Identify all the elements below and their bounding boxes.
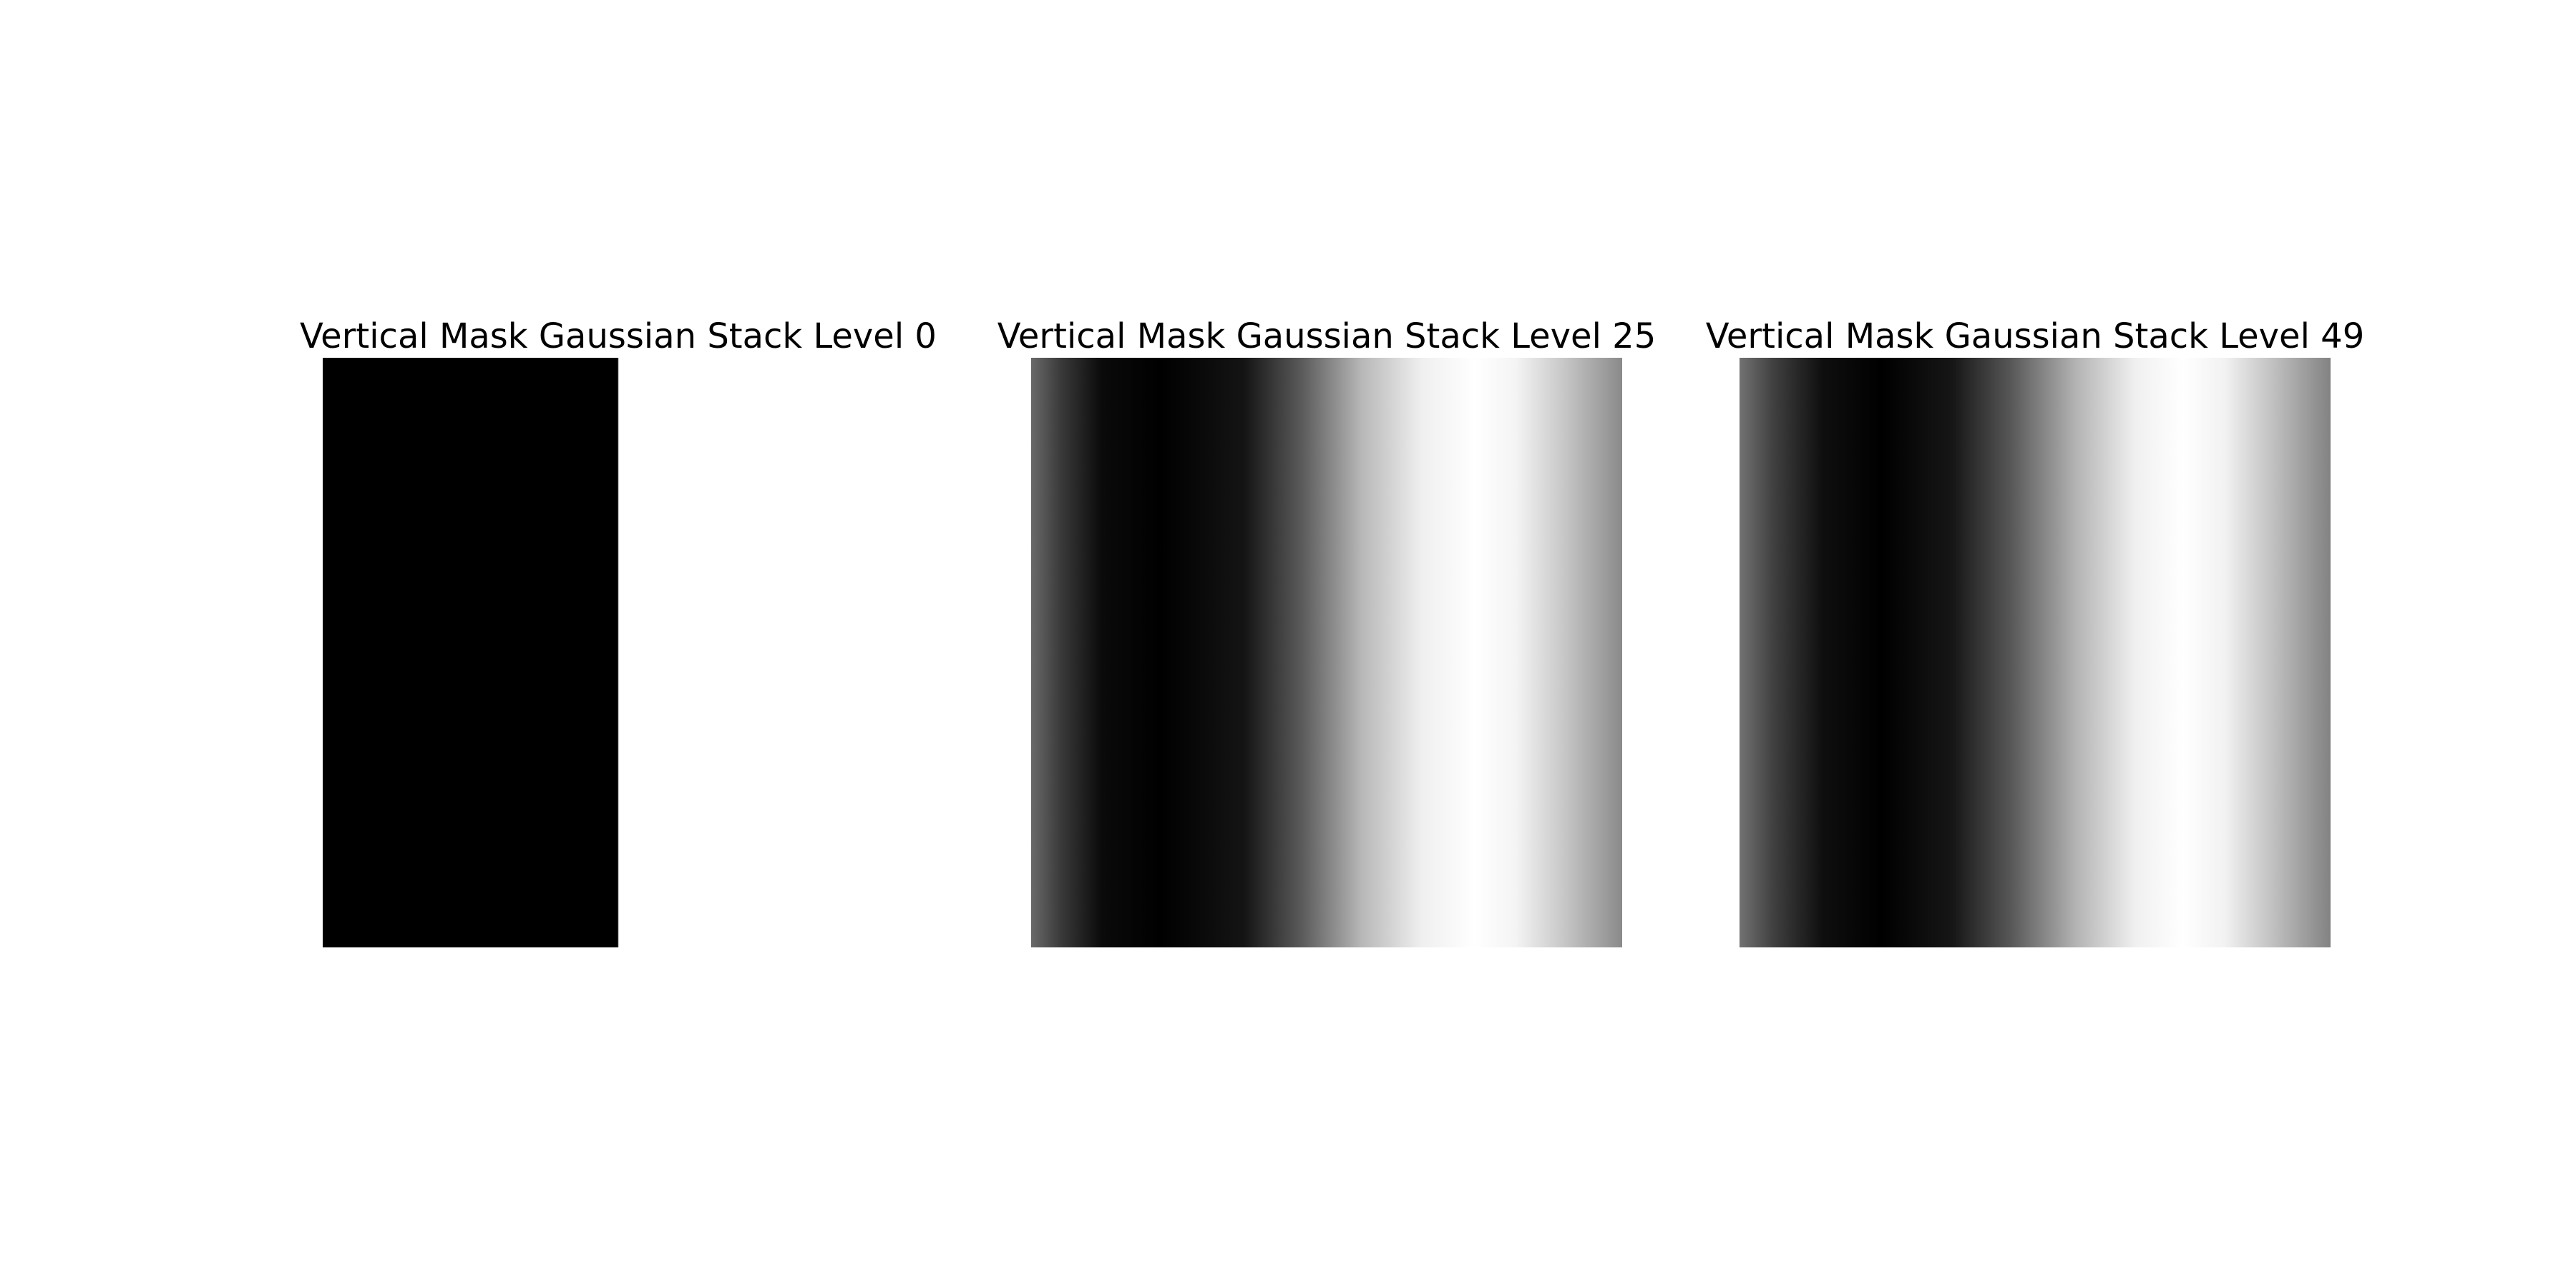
panel-title-level-0: Vertical Mask Gaussian Stack Level 0 xyxy=(300,316,937,356)
panel-title-level-25: Vertical Mask Gaussian Stack Level 25 xyxy=(997,316,1657,356)
panel-title-level-49: Vertical Mask Gaussian Stack Level 49 xyxy=(1705,316,2365,356)
mask-image-level-49 xyxy=(1740,358,2331,947)
mask-image-level-25 xyxy=(1031,358,1622,947)
mask-image-level-0 xyxy=(323,358,914,947)
